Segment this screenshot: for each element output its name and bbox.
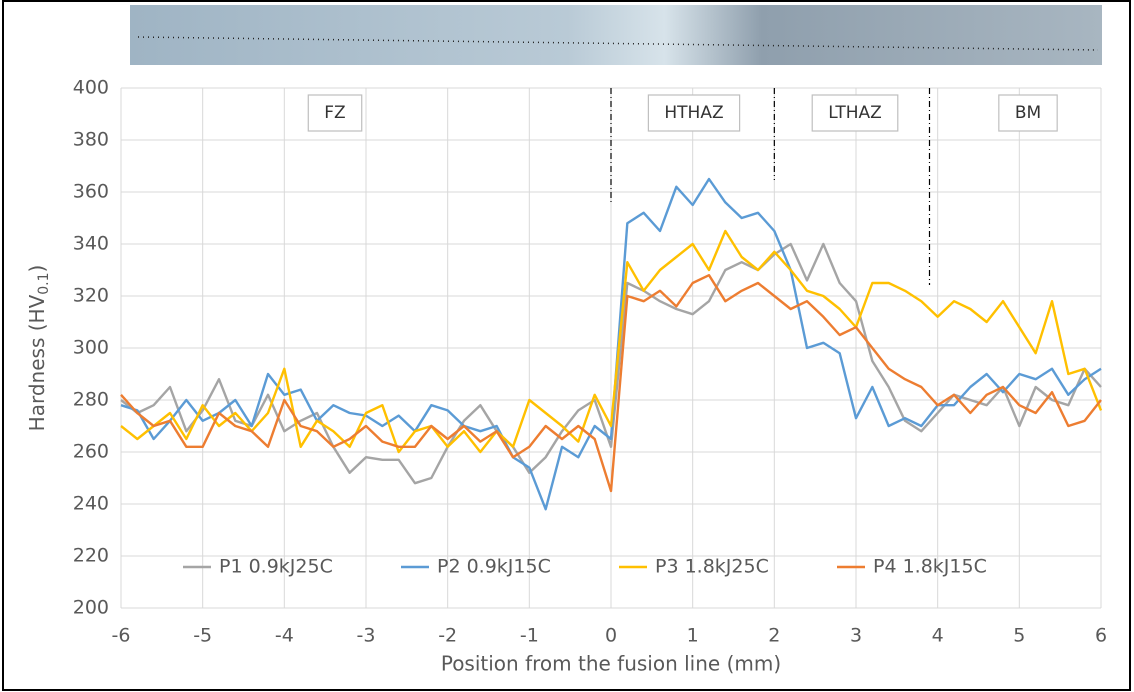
x-tick-label: 2 (768, 625, 780, 647)
zone-text: BM (1015, 103, 1041, 123)
y-tick-label: 360 (73, 181, 109, 203)
zone-box (998, 94, 1058, 132)
zone-box (647, 94, 741, 132)
x-tick-label: -5 (193, 625, 212, 647)
x-tick-label: -3 (357, 625, 376, 647)
y-tick-label: 260 (73, 441, 109, 463)
indent-path (137, 36, 1099, 51)
x-tick-label: 3 (850, 625, 862, 647)
zone-box (811, 94, 899, 132)
y-tick-label: 340 (73, 233, 109, 255)
x-tick-label: 6 (1095, 625, 1107, 647)
legend-label: P4 1.8kJ15C (873, 556, 987, 578)
y-tick-label: 280 (73, 389, 109, 411)
micrograph (130, 5, 1102, 65)
zone-label: BM (998, 94, 1058, 132)
x-tick-label: 0 (605, 625, 617, 647)
x-tick-label: -1 (520, 625, 539, 647)
series-line (120, 274, 1102, 493)
y-tick-label: 300 (73, 337, 109, 359)
zone-text: HTHAZ (664, 103, 723, 123)
series-line (120, 229, 1103, 454)
zone-label: HTHAZ (647, 94, 741, 132)
y-axis-title-text: Hardness (HV (25, 294, 49, 431)
zone-label: FZ (307, 94, 363, 132)
y-tick-label: 240 (73, 493, 109, 515)
y-tick-label: 220 (73, 545, 109, 567)
legend-label: P1 0.9kJ25C (219, 556, 333, 578)
x-tick-label: -4 (275, 625, 294, 647)
x-tick-label: 4 (932, 625, 944, 647)
y-tick-label: 320 (73, 285, 109, 307)
y-tick-label: 400 (73, 77, 109, 99)
y-tick-label: 380 (73, 129, 109, 151)
y-axis-title-suffix: ) (25, 265, 49, 273)
x-tick-label: 5 (1013, 625, 1025, 647)
zone-label: LTHAZ (811, 94, 899, 132)
legend-label: P2 0.9kJ15C (437, 556, 551, 578)
x-axis-title: Position from the fusion line (mm) (441, 652, 781, 676)
zone-text: FZ (324, 103, 345, 123)
x-tick-label: 1 (687, 625, 699, 647)
y-axis-title-sub: 0.1 (36, 272, 52, 294)
zone-text: LTHAZ (828, 103, 882, 123)
x-tick-label: -2 (438, 625, 457, 647)
y-axis-title: Hardness (HV0.1) (25, 265, 53, 432)
series-line (120, 242, 1102, 485)
x-tick-label: -6 (112, 625, 131, 647)
legend-label: P3 1.8kJ25C (655, 556, 769, 578)
zone-box (307, 94, 363, 132)
y-tick-label: 200 (73, 597, 109, 619)
